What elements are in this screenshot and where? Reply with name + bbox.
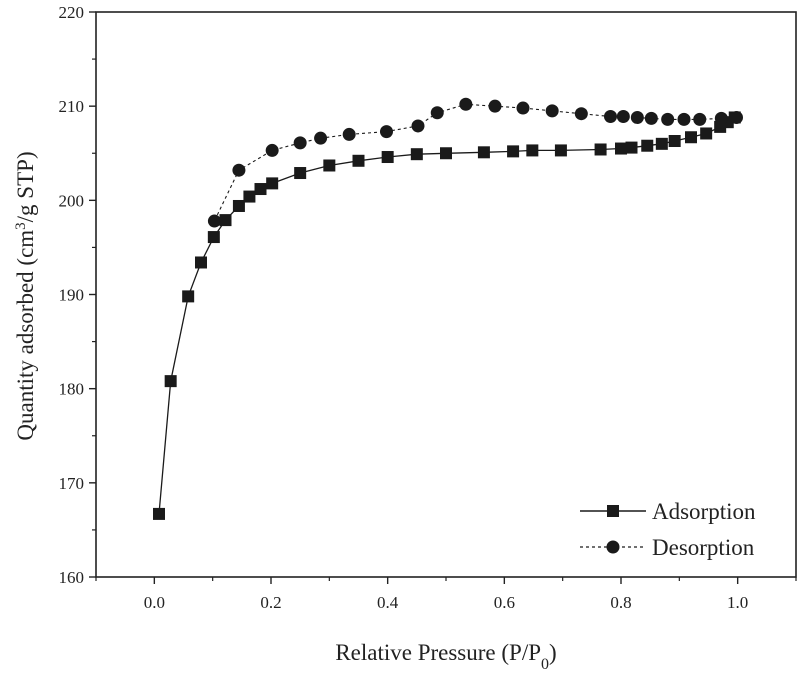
desorption-point — [545, 104, 559, 118]
x-axis-ticks: 0.0 0.2 0.4 0.6 0.8 1.0 — [95, 577, 797, 612]
desorption-point — [693, 112, 707, 126]
y-tick-label: 190 — [59, 286, 85, 305]
adsorption-point — [641, 139, 654, 152]
desorption-point — [644, 111, 658, 125]
y-tick-label: 200 — [59, 191, 85, 210]
x-axis-title-subscript: 0 — [541, 656, 549, 673]
desorption-point — [265, 143, 279, 157]
desorption-point — [730, 110, 743, 124]
desorption-point — [293, 136, 307, 150]
desorption-point — [411, 119, 425, 133]
adsorption-point — [410, 148, 423, 161]
x-tick-label: 0.8 — [610, 593, 631, 612]
desorption-point — [459, 97, 473, 111]
plot-frame — [95, 11, 797, 578]
adsorption-point — [507, 145, 520, 158]
x-tick-label: 1.0 — [727, 593, 748, 612]
adsorption-point — [254, 183, 267, 196]
adsorption-series-line — [158, 116, 736, 514]
y-tick-label: 180 — [59, 380, 85, 399]
adsorption-point — [182, 290, 195, 303]
desorption-point — [616, 110, 630, 124]
adsorption-point — [625, 141, 638, 154]
adsorption-point — [685, 131, 697, 144]
desorption-series-line — [213, 103, 737, 222]
adsorption-point — [294, 167, 307, 180]
adsorption-point — [381, 151, 394, 164]
x-tick-label: 0.2 — [260, 593, 281, 612]
x-tick-label: 0.6 — [494, 593, 515, 612]
desorption-point — [430, 106, 444, 120]
desorption-point — [714, 111, 728, 125]
y-tick-label: 160 — [59, 568, 85, 587]
legend-label-adsorption: Adsorption — [652, 499, 756, 524]
y-tick-label: 170 — [59, 474, 85, 493]
adsorption-point — [232, 199, 245, 212]
desorption-point — [342, 127, 356, 141]
adsorption-point — [352, 154, 365, 167]
adsorption-point — [526, 144, 539, 157]
adsorption-point — [266, 177, 279, 190]
desorption-point — [232, 163, 246, 177]
legend-marker-adsorption — [607, 505, 619, 517]
desorption-point — [661, 112, 675, 126]
y-axis-title-superscript: 3 — [13, 222, 29, 230]
adsorption-point — [323, 159, 336, 172]
x-tick-label: 0.4 — [377, 593, 399, 612]
desorption-point — [574, 107, 588, 121]
adsorption-point — [195, 256, 207, 269]
y-axis-title-rest: /g STP) — [13, 151, 38, 222]
desorption-point — [630, 110, 644, 124]
series-markers — [153, 97, 743, 520]
x-axis-title-close: ) — [549, 640, 557, 665]
x-axis-title: Relative Pressure (P/P0) — [335, 640, 556, 673]
x-axis-title-main: Relative Pressure (P/P — [335, 640, 541, 665]
adsorption-point — [655, 137, 668, 150]
desorption-point — [516, 101, 530, 115]
adsorption-point — [615, 142, 627, 155]
adsorption-point — [700, 127, 713, 140]
adsorption-point — [554, 144, 567, 157]
adsorption-point — [164, 375, 177, 388]
adsorption-point — [440, 147, 452, 160]
desorption-point — [488, 99, 502, 113]
adsorption-point — [219, 214, 232, 227]
legend-marker-desorption — [606, 540, 620, 554]
x-tick-label: 0.0 — [144, 593, 165, 612]
adsorption-point — [594, 143, 607, 156]
legend: Adsorption Desorption — [580, 499, 756, 560]
y-tick-label: 220 — [59, 3, 85, 22]
y-axis-title: Quantity adsorbed (cm3/g STP) — [13, 151, 38, 440]
adsorption-point — [477, 146, 490, 159]
adsorption-point — [243, 190, 256, 203]
desorption-point — [207, 214, 221, 228]
desorption-point — [677, 112, 691, 126]
y-axis-title-main: Quantity adsorbed (cm — [13, 230, 38, 441]
adsorption-point — [153, 507, 165, 520]
adsorption-point — [668, 135, 681, 148]
desorption-point — [380, 125, 393, 139]
desorption-point — [314, 131, 328, 145]
series-lines — [158, 103, 737, 514]
legend-label-desorption: Desorption — [652, 535, 755, 560]
y-tick-label: 210 — [59, 97, 85, 116]
desorption-point — [604, 110, 617, 124]
y-axis-ticks: 160 170 180 190 200 210 220 — [59, 3, 96, 587]
adsorption-point — [207, 231, 220, 244]
